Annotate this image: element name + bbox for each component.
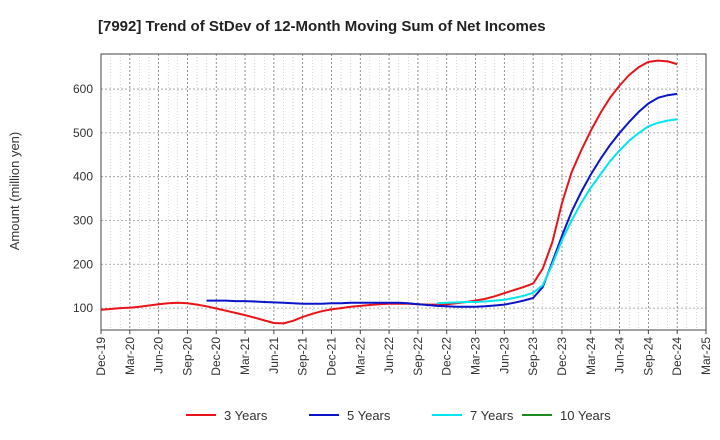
- x-tick-label: Sep-24: [641, 337, 655, 376]
- legend: 3 Years 5 Years 7 Years 10 Years: [186, 408, 611, 423]
- y-tick-label: 200: [73, 257, 93, 271]
- legend-label: 7 Years: [470, 408, 514, 423]
- y-tick-label: 600: [73, 82, 93, 96]
- x-tick-label: Mar-22: [353, 337, 367, 375]
- x-tick-label: Mar-24: [584, 337, 598, 375]
- series-line: [206, 92, 678, 308]
- x-tick-label: Dec-24: [670, 337, 684, 376]
- y-tick-label: 300: [73, 213, 93, 227]
- x-tick-label: Jun-23: [497, 337, 511, 374]
- legend-label: 3 Years: [224, 408, 268, 423]
- x-tick-label: Sep-23: [526, 337, 540, 376]
- y-tick-label: 500: [73, 126, 93, 140]
- x-tick-label: Jun-20: [152, 337, 166, 374]
- plot-frame: [100, 53, 707, 331]
- y-tick-label: 100: [73, 301, 93, 315]
- y-tick-label: 400: [73, 170, 93, 184]
- x-tick-label: Dec-21: [324, 337, 338, 376]
- x-tick-label: Mar-20: [123, 337, 137, 375]
- series-line: [437, 118, 678, 305]
- x-tick-label: Jun-24: [613, 337, 627, 374]
- y-axis-label: Amount (million yen): [7, 132, 22, 251]
- legend-label: 5 Years: [347, 408, 391, 423]
- x-tick-label: Dec-20: [209, 337, 223, 376]
- x-tick-label: Dec-19: [94, 337, 108, 376]
- x-tick-label: Dec-22: [440, 337, 454, 376]
- legend-label: 10 Years: [560, 408, 611, 423]
- y-ticks: 100 200 300 400 500 600: [73, 82, 93, 315]
- x-tick-label: Mar-21: [238, 337, 252, 375]
- x-tick-label: Mar-23: [469, 337, 483, 375]
- x-tick-label: Sep-22: [411, 337, 425, 376]
- x-tick-label: Jun-21: [267, 337, 281, 374]
- x-ticks: Dec-19 Mar-20 Jun-20 Sep-20 Dec-20 Mar-21 Jun-…: [94, 330, 713, 376]
- x-tick-label: Dec-23: [555, 337, 569, 376]
- x-tick-label: Sep-21: [296, 337, 310, 376]
- grid: [100, 54, 707, 330]
- chart-title: [7992] Trend of StDev of 12-Month Moving…: [98, 18, 546, 35]
- x-tick-label: Jun-22: [382, 337, 396, 374]
- plot-area: [101, 54, 706, 330]
- series-lines: [100, 59, 678, 325]
- x-tick-label: Sep-20: [180, 337, 194, 376]
- x-tick-label: Mar-25: [699, 337, 713, 375]
